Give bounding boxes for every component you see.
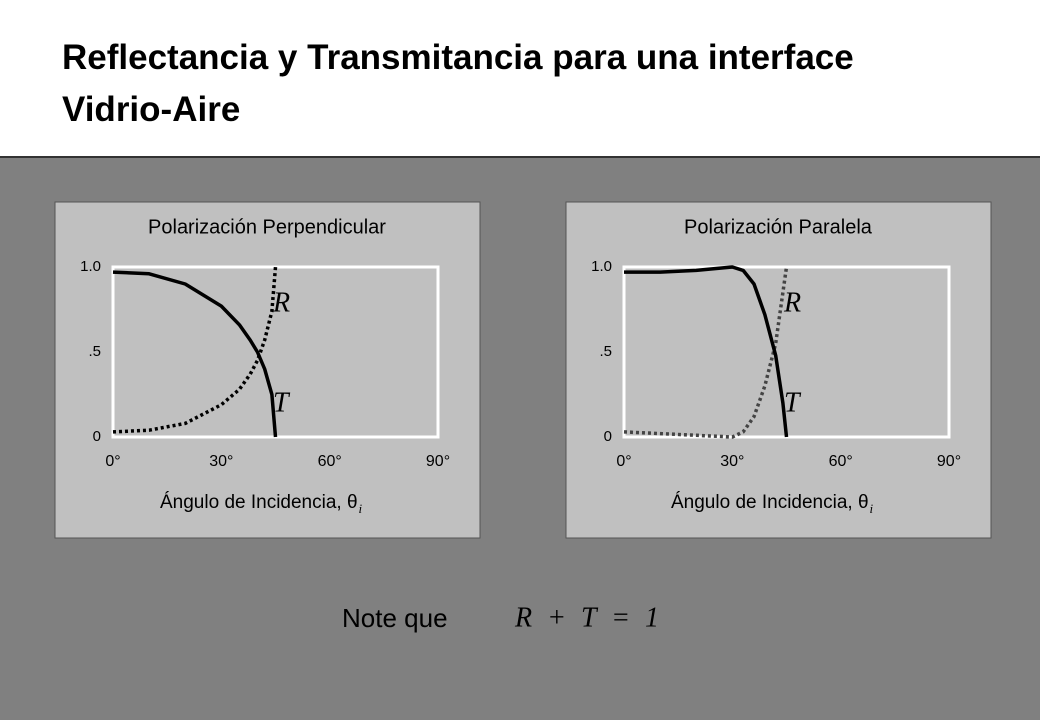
x-tick: 30°	[720, 453, 744, 470]
equation: R + T = 1	[514, 602, 659, 633]
x-axis-label-subscript: i	[870, 501, 874, 516]
y-tick: 0	[604, 428, 612, 445]
chart-title: Polarización Perpendicular	[148, 216, 386, 238]
x-tick: 0°	[616, 453, 631, 470]
series-label: T	[784, 387, 802, 418]
y-tick: .5	[88, 343, 101, 360]
x-tick: 60°	[318, 453, 342, 470]
y-tick-label: .5	[88, 343, 101, 360]
x-tick-label: 30°	[720, 453, 744, 470]
x-tick-label: 0°	[616, 453, 631, 470]
header: Reflectancia y Transmitancia para una in…	[0, 0, 1040, 156]
chart-title: Polarización Paralela	[684, 216, 873, 238]
y-tick: .5	[599, 343, 612, 360]
y-tick-label: 1.0	[591, 258, 612, 275]
x-tick-label: 30°	[209, 453, 233, 470]
plot-area	[111, 265, 440, 439]
y-tick-label: 1.0	[80, 258, 101, 275]
y-tick-label: 0	[93, 428, 101, 445]
y-tick: 1.0	[591, 258, 612, 275]
x-tick: 90°	[426, 453, 450, 470]
y-tick-label: .5	[599, 343, 612, 360]
x-tick: 30°	[209, 453, 233, 470]
x-axis-label-subscript: i	[359, 501, 363, 516]
series-line	[623, 266, 789, 439]
x-axis-label: Ángulo de Incidencia, θ	[671, 492, 869, 513]
series-label: T	[273, 387, 291, 418]
x-tick-label: 90°	[426, 453, 450, 470]
x-tick-label: 60°	[829, 453, 853, 470]
series-line	[624, 265, 789, 438]
x-tick-label: 90°	[937, 453, 961, 470]
y-tick-label: 0	[604, 428, 612, 445]
y-tick: 1.0	[80, 258, 101, 275]
x-tick-label: 0°	[105, 453, 120, 470]
series-label: R	[783, 287, 801, 318]
series-label: R	[272, 287, 290, 318]
note-text: Note que	[342, 603, 448, 633]
x-axis-label: Ángulo de Incidencia, θ	[160, 492, 358, 513]
plot-area	[622, 265, 951, 439]
x-tick: 90°	[937, 453, 961, 470]
y-tick: 0	[93, 428, 101, 445]
x-tick-label: 60°	[318, 453, 342, 470]
x-tick: 0°	[105, 453, 120, 470]
series-line	[112, 266, 278, 434]
slide-title: Reflectancia y Transmitancia para una in…	[62, 38, 854, 129]
series-line	[112, 270, 278, 438]
x-tick: 60°	[829, 453, 853, 470]
